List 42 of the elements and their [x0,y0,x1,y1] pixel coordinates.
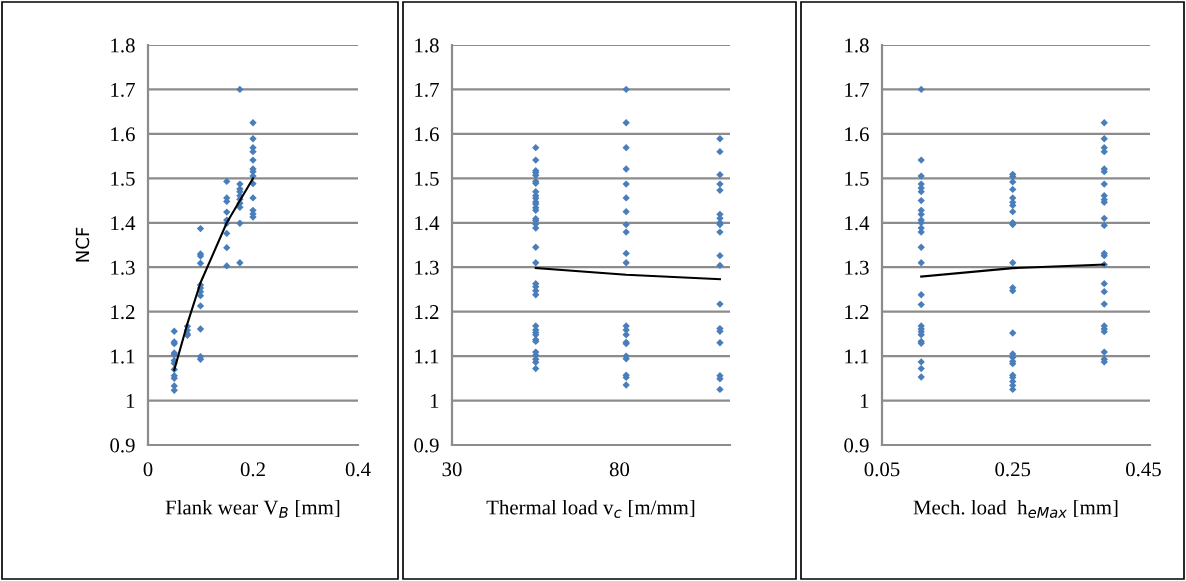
y-tick-label: 1.4 [111,216,136,231]
y-tick-label: 1.6 [415,127,439,142]
y-axis-title: NCF [75,227,90,262]
y-tick-label: 1.2 [415,305,439,320]
y-tick-label: 1.7 [111,82,135,97]
x-tick-label: 0.45 [1126,462,1161,477]
y-tick-label: 1.5 [415,171,439,186]
y-tick-label: 1.6 [111,127,135,142]
x-tick-label: 0 [143,462,153,477]
y-tick-label: 1.3 [845,260,869,275]
y-tick-label: 1 [126,394,135,408]
y-tick-label: 1.2 [111,305,135,320]
y-tick-label: 1.2 [845,305,869,320]
x-axis-title: Thermal load v$_{c}$ [m/mm] [486,499,695,518]
y-tick-label: 1.8 [845,38,869,53]
x-tick-label: 30 [442,462,462,477]
y-tick-label: 0.9 [844,438,869,453]
x-axis-title: Flank wear V$_{B}$ [mm] [165,499,340,518]
x-tick-label: 80 [609,462,630,477]
y-tick-label: 1 [430,394,439,408]
y-tick-label: 1.7 [415,82,439,97]
y-tick-label: 1.4 [845,216,870,231]
y-tick-label: 0.9 [414,438,439,453]
x-axis-title: Mech. load h$_{eMax}$ [mm] [913,499,1118,518]
y-tick-label: 1.4 [415,216,440,231]
x-tick-label: 0.2 [240,462,265,477]
y-tick-label: 1.1 [111,349,135,364]
y-tick-label: 1.3 [111,260,135,275]
x-tick-label: 0.25 [995,462,1031,477]
y-tick-label: 1.8 [111,38,135,53]
y-tick-label: 1 [860,394,869,408]
y-tick-label: 1.8 [415,38,439,53]
y-tick-label: 1.5 [845,171,869,186]
y-tick-label: 1.5 [111,171,135,186]
y-tick-label: 1.3 [415,260,439,275]
x-tick-label: 0.4 [345,462,371,477]
y-tick-label: 1.7 [845,82,869,97]
y-tick-label: 1.6 [845,127,869,142]
y-tick-label: 0.9 [110,438,135,453]
y-tick-label: 1.1 [845,349,869,364]
x-tick-label: 0.05 [864,462,900,477]
y-tick-label: 1.1 [415,349,439,364]
